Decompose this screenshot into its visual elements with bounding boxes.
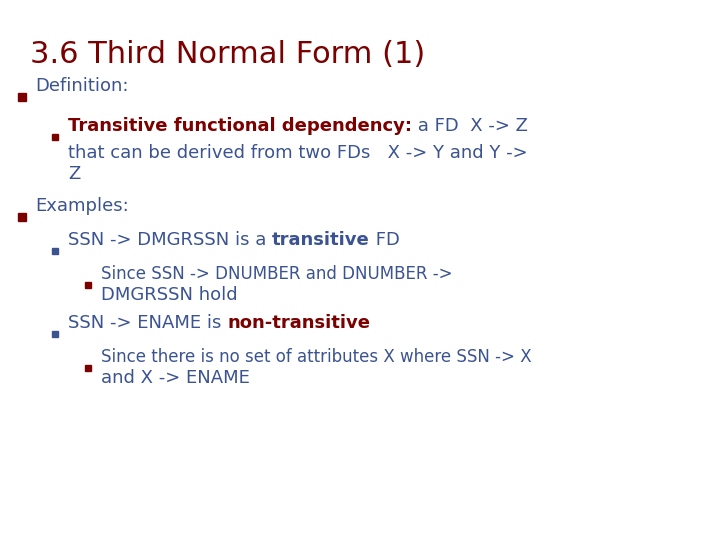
Text: SSN -> ENAME is: SSN -> ENAME is — [68, 314, 227, 332]
Text: Z: Z — [68, 165, 80, 183]
Text: DMGRSSN hold: DMGRSSN hold — [101, 286, 238, 304]
Text: 3.6 Third Normal Form (1): 3.6 Third Normal Form (1) — [30, 40, 426, 69]
Text: Since there is no set of attributes X where SSN -> X: Since there is no set of attributes X wh… — [101, 348, 531, 366]
Text: Examples:: Examples: — [35, 197, 129, 215]
Text: non-transitive: non-transitive — [227, 314, 370, 332]
Text: a FD  X -> Z: a FD X -> Z — [412, 117, 528, 135]
Text: Definition:: Definition: — [35, 77, 128, 95]
Text: and X -> ENAME: and X -> ENAME — [101, 369, 250, 387]
Text: Transitive functional dependency:: Transitive functional dependency: — [68, 117, 412, 135]
Text: SSN -> DMGRSSN is a: SSN -> DMGRSSN is a — [68, 231, 272, 249]
Text: that can be derived from two FDs   X -> Y and Y ->: that can be derived from two FDs X -> Y … — [68, 144, 528, 162]
Text: Since SSN -> DNUMBER and DNUMBER ->: Since SSN -> DNUMBER and DNUMBER -> — [101, 265, 453, 283]
Text: transitive: transitive — [272, 231, 370, 249]
Text: FD: FD — [370, 231, 400, 249]
